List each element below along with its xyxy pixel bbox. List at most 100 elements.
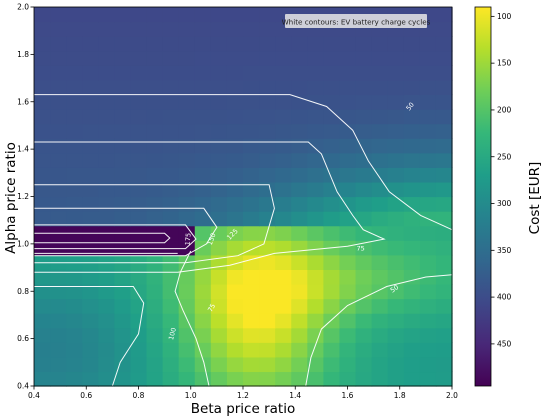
- heatmap-cell: [210, 356, 228, 373]
- heatmap-cell: [387, 313, 405, 329]
- heatmap-cell: [162, 356, 180, 373]
- heatmap-cell: [98, 123, 115, 139]
- heatmap-cell: [339, 298, 357, 314]
- heatmap-cell: [194, 65, 212, 81]
- heatmap-cell: [194, 123, 212, 139]
- y-tick-label: 1.2: [17, 192, 29, 201]
- heatmap-cell: [34, 313, 51, 329]
- heatmap-cell: [387, 152, 405, 168]
- heatmap-cell: [307, 356, 324, 373]
- contour-label: 100: [167, 327, 178, 341]
- heatmap-cell: [339, 65, 357, 81]
- heatmap-cell: [130, 298, 148, 314]
- heatmap-cell: [307, 327, 324, 343]
- contour-label: 50: [389, 283, 400, 294]
- heatmap-cell: [162, 327, 180, 343]
- heatmap-cell: [419, 371, 437, 387]
- heatmap-cell: [98, 21, 115, 37]
- heatmap-cell: [114, 327, 132, 343]
- heatmap-cell: [419, 298, 437, 314]
- heatmap-cell: [82, 371, 99, 387]
- heatmap-cell: [50, 138, 67, 154]
- heatmap-cell: [178, 50, 196, 66]
- y-tick-label: 1.8: [17, 50, 29, 59]
- heatmap-cell: [226, 211, 244, 227]
- heatmap-cell: [178, 21, 196, 37]
- heatmap-cell: [339, 371, 357, 387]
- heatmap-cell: [371, 342, 389, 358]
- heatmap-cell: [82, 7, 99, 23]
- colorbar-tick-label: 150: [497, 59, 512, 68]
- heatmap-cell: [34, 94, 51, 110]
- heatmap-cell: [82, 65, 99, 81]
- heatmap-cell: [226, 36, 244, 52]
- heatmap-cell: [178, 327, 196, 343]
- heatmap-cell: [403, 371, 421, 387]
- heatmap-cell: [82, 356, 99, 373]
- heatmap-cell: [339, 167, 357, 183]
- heatmap-cell: [323, 181, 341, 198]
- heatmap-cell: [387, 327, 405, 343]
- contour-line: [34, 94, 453, 231]
- heatmap-cell: [34, 196, 51, 212]
- heatmap-cell: [194, 327, 212, 343]
- heatmap-cell: [194, 138, 212, 154]
- heatmap-cell: [403, 152, 421, 168]
- heatmap-cell: [178, 356, 196, 373]
- heatmap-cell: [178, 152, 196, 168]
- heatmap-cell: [162, 50, 180, 66]
- heatmap-cell: [226, 50, 244, 66]
- heatmap-cell: [210, 240, 228, 256]
- heatmap-cell: [194, 371, 212, 387]
- heatmap-cell: [323, 211, 341, 227]
- heatmap-cell: [178, 94, 196, 110]
- heatmap-cell: [146, 298, 164, 314]
- heatmap-cell: [259, 181, 276, 198]
- contour-line: [34, 184, 275, 264]
- heatmap-cell: [403, 138, 421, 154]
- heatmap-cell: [323, 327, 341, 343]
- heatmap-cell: [66, 196, 83, 212]
- heatmap-cell: [243, 298, 260, 314]
- heatmap-cell: [403, 298, 421, 314]
- heatmap-cell: [435, 313, 453, 329]
- heatmap-cell: [114, 109, 132, 125]
- heatmap-cell: [419, 327, 437, 343]
- heatmap-cell: [98, 342, 115, 358]
- heatmap-cell: [34, 211, 51, 227]
- heatmap-cell: [419, 36, 437, 52]
- heatmap-cell: [146, 36, 164, 52]
- heatmap-cell: [307, 298, 324, 314]
- heatmap-cell: [130, 7, 148, 23]
- heatmap-cell: [162, 211, 180, 227]
- heatmap-cell: [323, 50, 341, 66]
- heatmap-cell: [34, 7, 51, 23]
- heatmap-cell: [355, 211, 373, 227]
- heatmap-cell: [210, 283, 228, 300]
- heatmap-cell: [178, 109, 196, 125]
- heatmap-cell: [291, 225, 308, 241]
- heatmap-cell: [307, 196, 324, 212]
- heatmap-cell: [419, 342, 437, 358]
- heatmap-cell: [243, 211, 260, 227]
- heatmap-cell: [82, 196, 99, 212]
- heatmap-cell: [82, 269, 99, 285]
- heatmap-cell: [387, 36, 405, 52]
- heatmap-cell: [307, 211, 324, 227]
- heatmap-cell: [339, 94, 357, 110]
- heatmap-cell: [291, 356, 308, 373]
- heatmap-cell: [371, 181, 389, 198]
- heatmap-cell: [371, 36, 389, 52]
- heatmap-cell: [178, 371, 196, 387]
- heatmap-cell: [146, 313, 164, 329]
- heatmap-cell: [162, 240, 180, 256]
- heatmap-cell: [307, 123, 324, 139]
- heatmap-cell: [371, 371, 389, 387]
- heatmap-cell: [178, 283, 196, 300]
- heatmap-cell: [194, 21, 212, 37]
- heatmap-cell: [419, 65, 437, 81]
- heatmap-cell: [275, 356, 292, 373]
- heatmap-cell: [435, 240, 453, 256]
- heatmap-cell: [435, 65, 453, 81]
- heatmap-cell: [114, 152, 132, 168]
